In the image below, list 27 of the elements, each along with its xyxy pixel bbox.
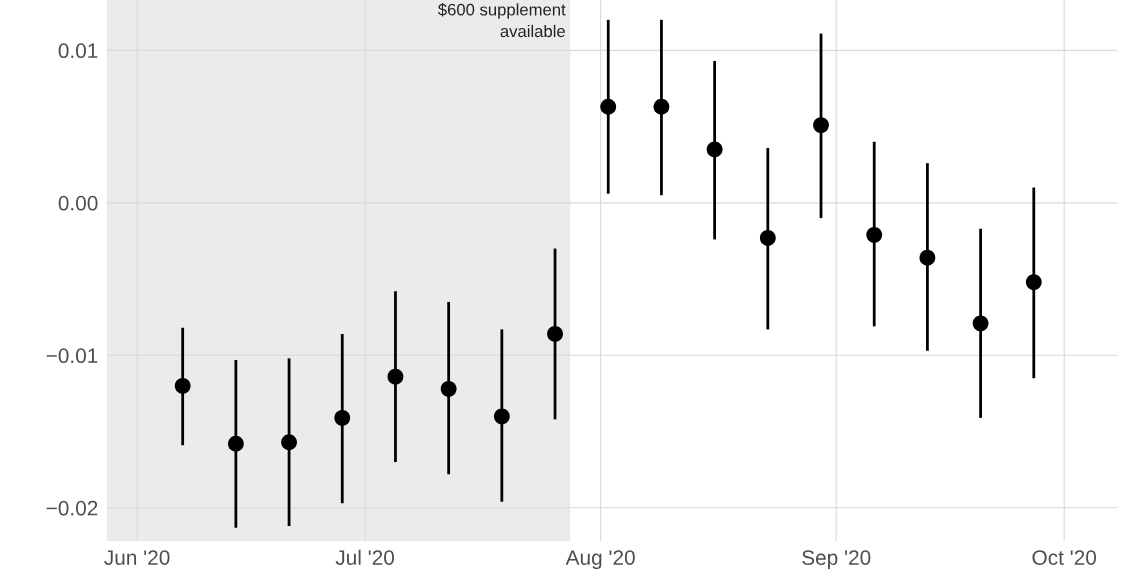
point bbox=[653, 98, 670, 115]
point bbox=[972, 315, 989, 332]
point bbox=[387, 368, 404, 385]
y-tick-label: −0.01 bbox=[46, 348, 98, 364]
point bbox=[919, 249, 936, 266]
x-tick-label: Aug '20 bbox=[565, 550, 635, 570]
band-label: $600 supplement available bbox=[438, 3, 566, 38]
point bbox=[547, 326, 563, 342]
point bbox=[493, 408, 510, 425]
point bbox=[440, 380, 457, 397]
y-tick-label: 0.00 bbox=[58, 195, 98, 211]
point bbox=[759, 229, 776, 246]
point bbox=[227, 435, 244, 452]
x-tick-label: Sep '20 bbox=[802, 550, 871, 570]
point bbox=[866, 226, 883, 243]
point bbox=[1025, 274, 1042, 291]
point bbox=[706, 141, 723, 158]
point bbox=[813, 117, 829, 133]
point bbox=[174, 377, 191, 394]
y-tick-label: −0.02 bbox=[46, 500, 98, 516]
y-tick-label: 0.01 bbox=[58, 43, 98, 59]
x-tick-label: Oct '20 bbox=[1032, 550, 1097, 565]
point bbox=[334, 409, 351, 426]
point bbox=[600, 98, 617, 115]
point bbox=[281, 434, 297, 451]
x-tick-label: Jul '20 bbox=[335, 549, 395, 565]
x-tick-label: Jun '20 bbox=[104, 550, 170, 565]
